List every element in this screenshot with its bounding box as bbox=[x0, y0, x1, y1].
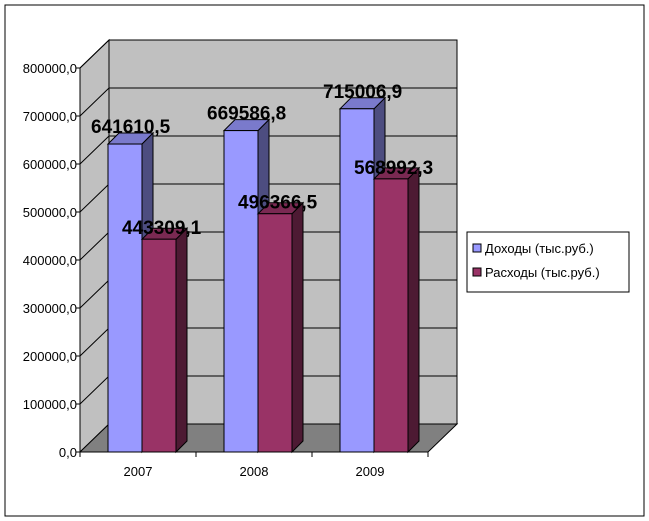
x-tick-label: 2009 bbox=[356, 464, 385, 479]
gridline bbox=[79, 87, 457, 117]
y-tick-label: 500000,0 bbox=[23, 205, 77, 220]
y-tick-label: 100000,0 bbox=[23, 397, 77, 412]
y-tick-label: 700000,0 bbox=[23, 109, 77, 124]
legend: Доходы (тыс.руб.) Расходы (тыс.руб.) bbox=[466, 231, 630, 293]
bar bbox=[140, 227, 189, 454]
data-label: 496366,5 bbox=[238, 193, 318, 214]
bar-front bbox=[223, 130, 259, 453]
data-label: 641610,5 bbox=[91, 117, 171, 138]
bar-front bbox=[141, 238, 177, 453]
bars bbox=[106, 96, 421, 454]
data-label: 443309,1 bbox=[122, 218, 202, 239]
y-tick-label: 600000,0 bbox=[23, 157, 77, 172]
bar-front bbox=[107, 143, 143, 453]
bar bbox=[372, 166, 421, 454]
x-tick-label: 2007 bbox=[124, 464, 153, 479]
axes: 0,0 100000,0 200000,0 300000,0 400000,0 50000… bbox=[23, 61, 429, 479]
bar-side bbox=[175, 227, 188, 454]
legend-label: Доходы (тыс.руб.) bbox=[485, 241, 594, 256]
bar-front bbox=[373, 178, 409, 453]
data-label: 669586,8 bbox=[207, 104, 286, 125]
legend-swatch bbox=[472, 243, 482, 253]
y-tick-label: 400000,0 bbox=[23, 253, 77, 268]
bar-side bbox=[407, 166, 420, 454]
data-labels: 641610,5 443309,1 669586,8 496366,5 715006,9… bbox=[91, 82, 433, 239]
gridline bbox=[79, 39, 457, 69]
y-tick-label: 0,0 bbox=[59, 445, 77, 460]
bar-front bbox=[257, 213, 293, 453]
y-tick-label: 200000,0 bbox=[23, 349, 77, 364]
bar-side bbox=[291, 201, 304, 454]
x-tick-label: 2008 bbox=[240, 464, 269, 479]
bar bbox=[256, 201, 305, 454]
legend-box bbox=[466, 231, 630, 293]
data-label: 715006,9 bbox=[323, 82, 402, 103]
data-label: 568992,3 bbox=[354, 158, 433, 179]
y-tick-label: 300000,0 bbox=[23, 301, 77, 316]
legend-swatch bbox=[472, 267, 482, 277]
legend-label: Расходы (тыс.руб.) bbox=[485, 265, 600, 280]
y-tick-label: 800000,0 bbox=[23, 61, 77, 76]
